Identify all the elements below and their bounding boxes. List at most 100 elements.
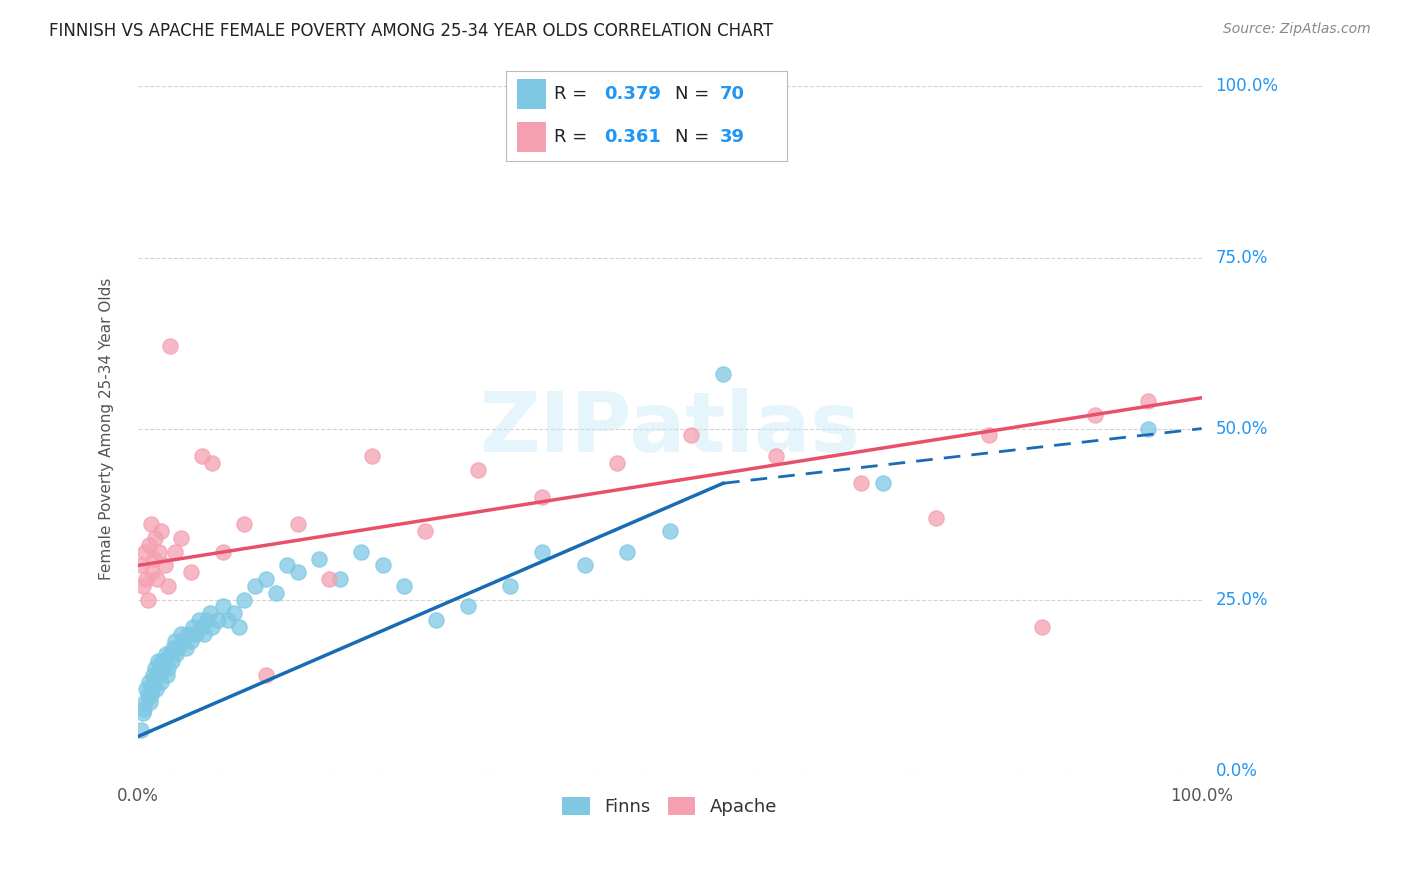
Point [287,517,309,532]
Text: N =: N = [675,128,714,146]
Text: 75.0%: 75.0% [1216,249,1268,267]
Point [350,545,373,559]
Point [180,566,202,580]
Point [142,674,165,689]
Point [132,579,155,593]
Point [276,558,298,573]
Point [150,524,173,539]
Point [457,599,479,614]
Point [165,545,187,559]
Point [156,579,179,593]
Point [132,706,155,720]
Point [1137,394,1160,409]
Point [160,654,183,668]
Point [135,681,157,696]
Point [606,456,628,470]
Point [177,627,200,641]
Point [329,572,352,586]
Point [1084,408,1107,422]
Point [153,558,176,573]
Point [143,531,166,545]
Point [499,579,522,593]
Point [134,695,156,709]
Point [392,579,415,593]
Point [169,531,191,545]
Point [150,674,173,689]
Point [318,572,340,586]
Point [264,586,287,600]
Point [180,633,202,648]
Point [531,490,554,504]
Point [139,689,162,703]
Point [156,668,179,682]
Point [135,572,157,586]
Text: 100.0%: 100.0% [1216,78,1278,95]
Point [925,510,948,524]
Text: 50.0%: 50.0% [1216,419,1268,438]
Point [228,620,250,634]
Point [658,524,681,539]
Point [167,640,190,655]
Point [212,599,235,614]
Legend: Finns, Apache: Finns, Apache [555,789,785,823]
Point [138,695,160,709]
Point [413,524,436,539]
FancyBboxPatch shape [517,122,546,152]
Point [174,640,197,655]
Point [145,681,167,696]
Point [143,661,166,675]
Point [141,681,163,696]
Point [138,538,160,552]
Y-axis label: Female Poverty Among 25-34 Year Olds: Female Poverty Among 25-34 Year Olds [100,277,114,580]
Text: N =: N = [675,85,714,103]
Point [159,339,181,353]
Point [851,476,873,491]
Text: R =: R = [554,128,593,146]
Point [165,633,187,648]
Point [765,449,787,463]
Point [872,476,894,491]
Point [467,462,489,476]
Point [159,648,181,662]
Point [201,456,224,470]
Point [222,607,245,621]
Point [142,551,165,566]
Point [200,607,222,621]
Point [195,613,218,627]
Point [574,558,596,573]
Point [711,367,734,381]
Point [217,613,239,627]
Point [165,648,187,662]
Point [153,654,176,668]
Point [361,449,384,463]
Point [139,517,162,532]
Point [162,640,184,655]
Point [371,558,394,573]
Point [233,592,256,607]
Point [212,545,235,559]
Text: 0.361: 0.361 [605,128,661,146]
Point [136,689,159,703]
Point [148,668,170,682]
Text: FINNISH VS APACHE FEMALE POVERTY AMONG 25-34 YEAR OLDS CORRELATION CHART: FINNISH VS APACHE FEMALE POVERTY AMONG 2… [49,22,773,40]
Point [181,620,204,634]
Point [148,654,170,668]
Point [146,668,169,682]
Text: 39: 39 [720,128,745,146]
Point [531,545,554,559]
Text: R =: R = [554,85,593,103]
Text: 0.379: 0.379 [605,85,661,103]
FancyBboxPatch shape [517,79,546,109]
Text: 25.0%: 25.0% [1216,591,1268,608]
Point [169,627,191,641]
Point [152,654,174,668]
Text: Source: ZipAtlas.com: Source: ZipAtlas.com [1223,22,1371,37]
Point [243,579,266,593]
Text: 0.0%: 0.0% [1216,762,1257,780]
Point [191,620,214,634]
Point [191,449,214,463]
Point [1031,620,1053,634]
Point [616,545,638,559]
Point [172,633,194,648]
Point [155,648,177,662]
